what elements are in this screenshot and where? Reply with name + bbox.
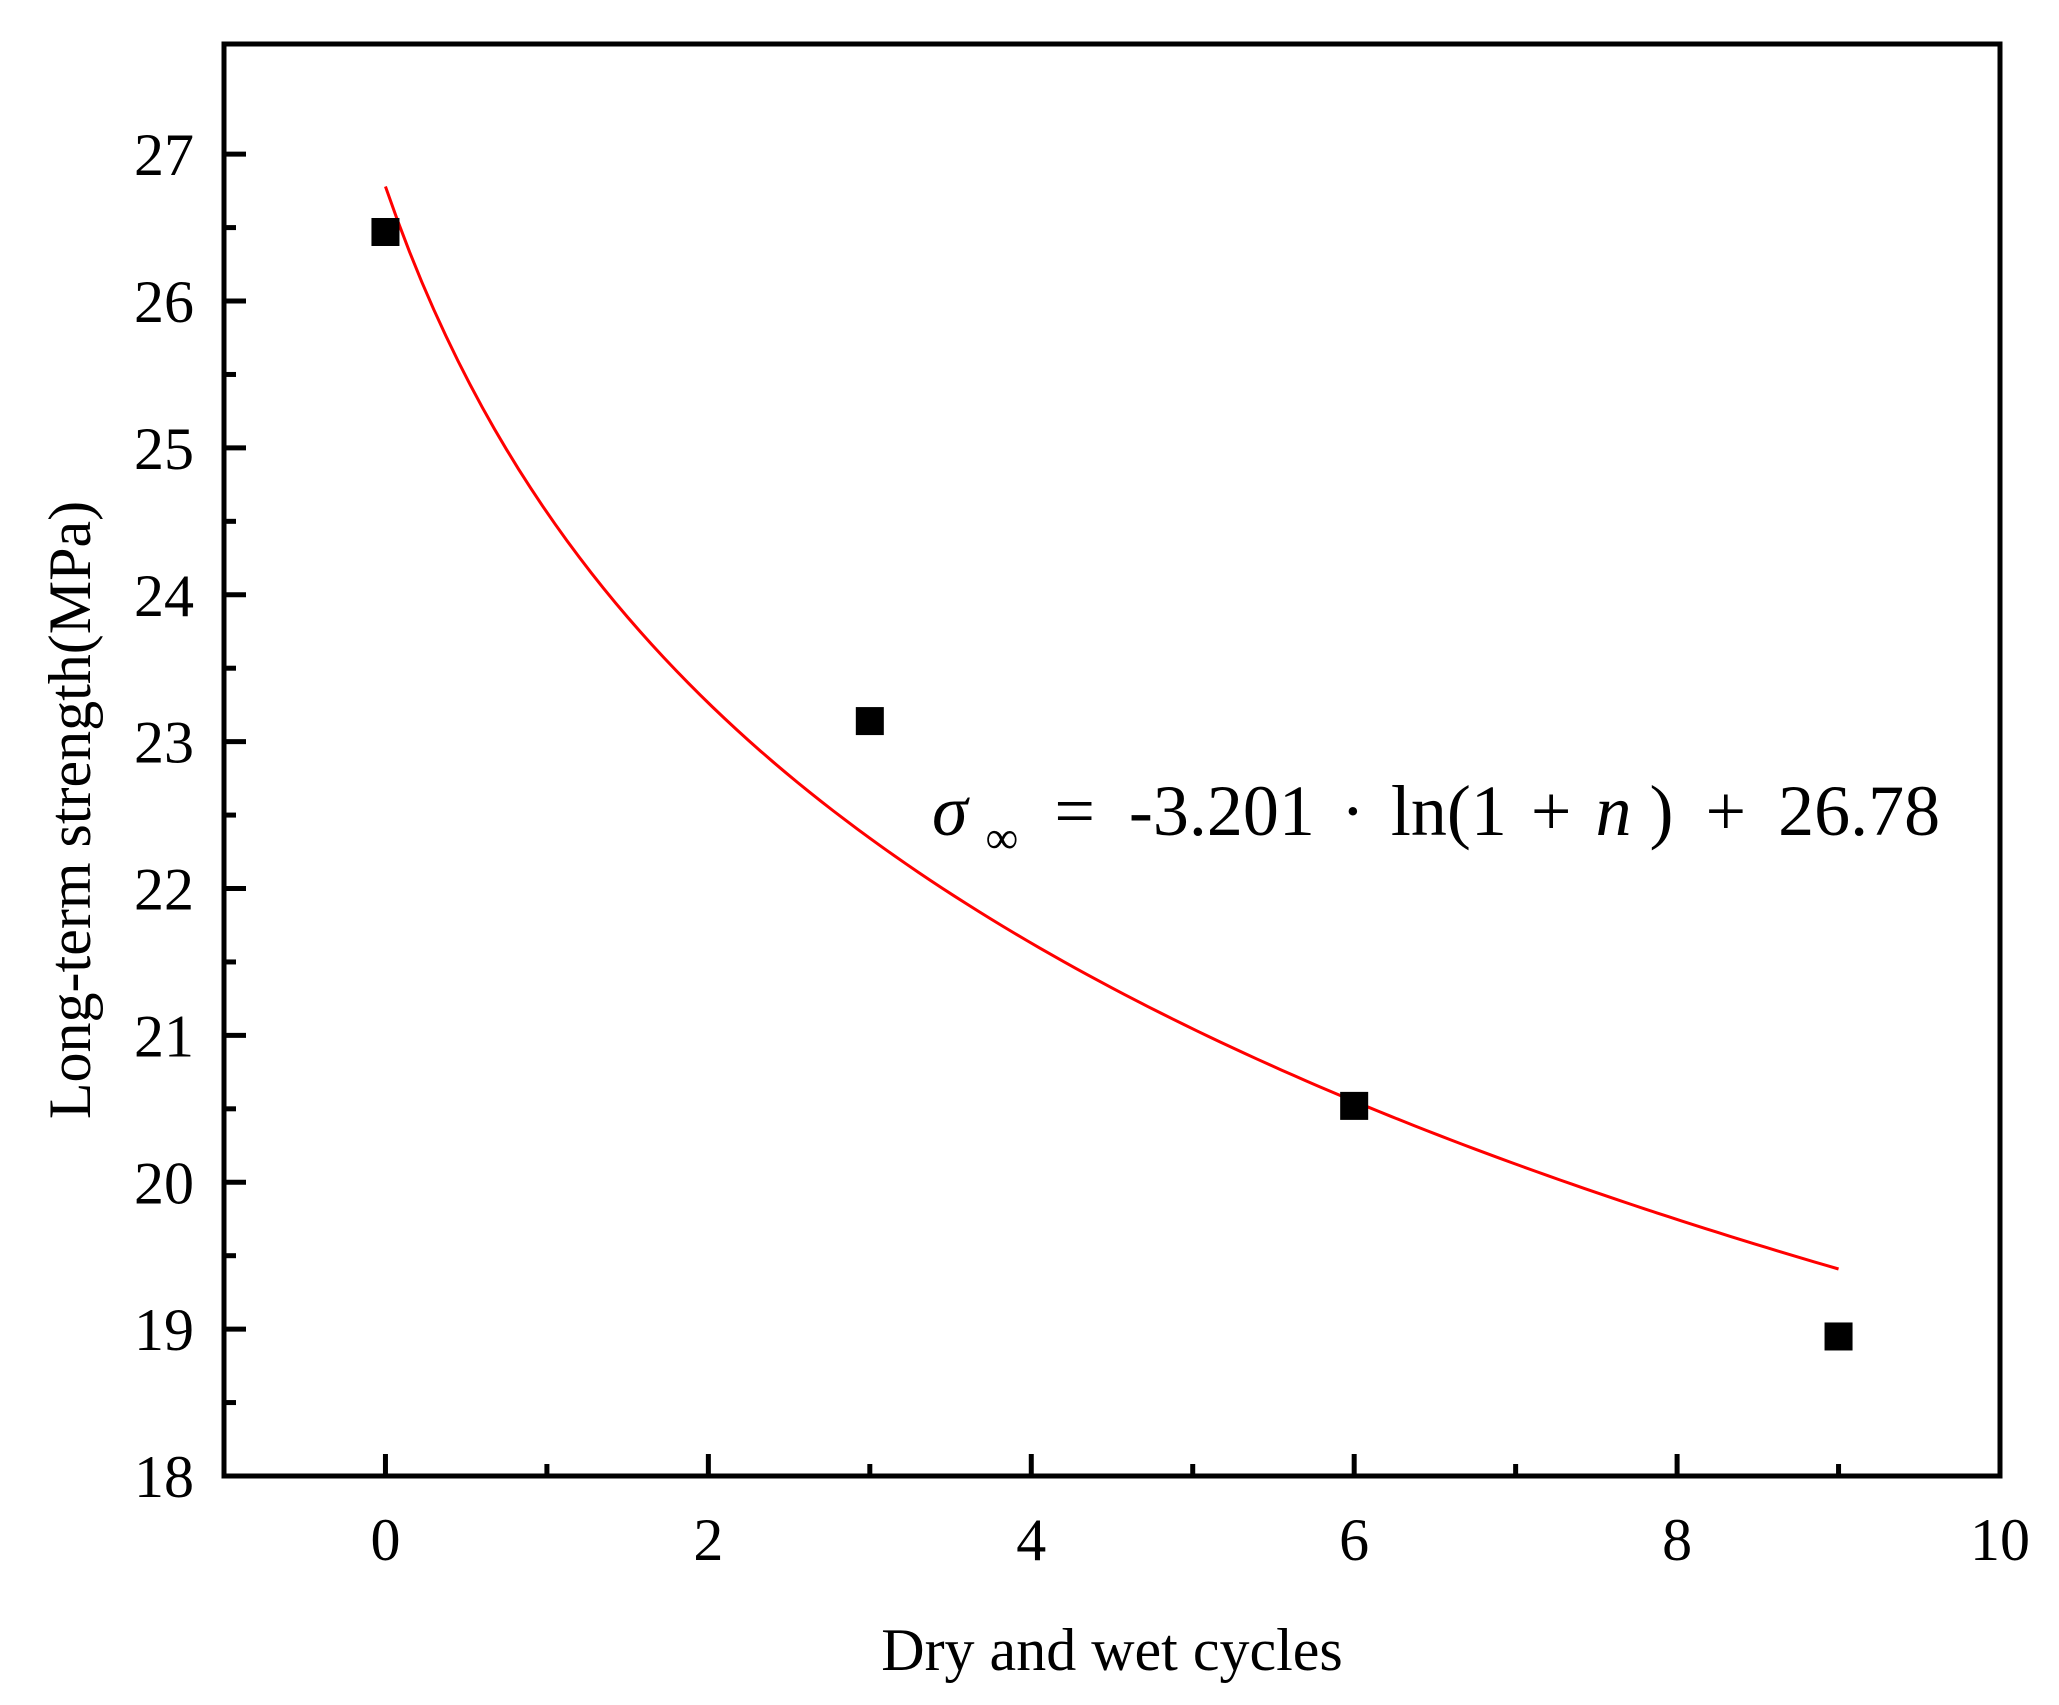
y-tick-labels: 18 19 20 21 22 23 24 25 26 27 xyxy=(134,122,194,1510)
x-tick-label: 8 xyxy=(1662,1507,1692,1573)
y-tick-label: 24 xyxy=(134,563,194,629)
y-tick-label: 22 xyxy=(134,857,194,923)
equation-coefficient: -3.201 xyxy=(1129,771,1315,851)
data-point xyxy=(371,217,400,246)
equation-equals: = xyxy=(1054,771,1095,851)
y-tick-label: 23 xyxy=(134,710,194,776)
x-axis-title: Dry and wet cycles xyxy=(881,1617,1342,1683)
plot-frame xyxy=(221,41,2003,1479)
fit-equation: σ ∞ = -3.201 · ln(1 + n ) + 26.78 xyxy=(932,771,1940,869)
equation-close-paren: ) xyxy=(1649,771,1673,851)
fit-curve xyxy=(384,185,1839,1271)
data-point xyxy=(1340,1091,1369,1120)
equation-variable: n xyxy=(1595,771,1631,851)
equation-subscript: ∞ xyxy=(986,812,1019,863)
y-axis-title: Long-term strength(MPa) xyxy=(37,501,103,1119)
y-tick-label: 21 xyxy=(134,1003,194,1069)
data-points xyxy=(371,217,1853,1351)
equation-constant: 26.78 xyxy=(1778,771,1940,851)
y-tick-label: 20 xyxy=(134,1150,194,1216)
x-tick-label: 0 xyxy=(370,1507,400,1573)
x-tick-label: 2 xyxy=(693,1507,723,1573)
x-tick-labels: 0 2 4 6 8 10 xyxy=(370,1507,2030,1573)
y-tick-label: 19 xyxy=(134,1297,194,1363)
y-tick-label: 27 xyxy=(134,122,194,188)
x-tick-label: 4 xyxy=(1016,1507,1046,1573)
y-tick-label: 18 xyxy=(134,1444,194,1510)
x-tick-label: 10 xyxy=(1970,1507,2030,1573)
equation-dot: · xyxy=(1341,771,1365,851)
x-tick-label: 6 xyxy=(1339,1507,1369,1573)
equation-plus-1: + xyxy=(1531,771,1572,851)
y-tick-label: 26 xyxy=(134,269,194,335)
equation-sigma: σ xyxy=(932,771,970,851)
minor-ticks xyxy=(224,225,1842,1476)
equation-plus-2: + xyxy=(1705,771,1746,851)
major-ticks xyxy=(224,151,2003,1479)
equation-ln: ln(1 xyxy=(1391,771,1507,851)
y-tick-label: 25 xyxy=(134,416,194,482)
data-point xyxy=(1824,1322,1853,1351)
data-point xyxy=(855,707,884,736)
